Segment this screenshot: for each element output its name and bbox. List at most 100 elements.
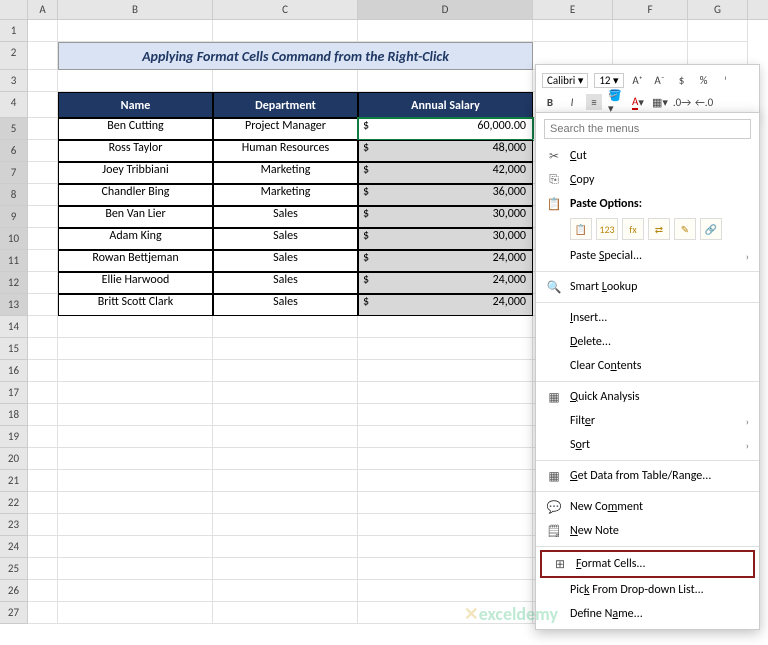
row-header[interactable]: 8 [0, 184, 28, 206]
dept-cell[interactable]: Sales [213, 272, 358, 294]
cell[interactable] [28, 558, 58, 580]
name-cell[interactable]: Ross Taylor [58, 140, 213, 162]
cell[interactable] [28, 162, 58, 184]
col-header-a[interactable]: A [28, 0, 58, 19]
salary-cell[interactable]: $24,000 [358, 250, 533, 272]
row-header[interactable]: 27 [0, 602, 28, 624]
paste-values-icon[interactable]: 123 [596, 218, 618, 240]
row-header[interactable]: 14 [0, 316, 28, 338]
salary-cell[interactable]: $24,000 [358, 272, 533, 294]
menu-delete[interactable]: Delete... [536, 330, 759, 354]
row-header[interactable]: 5 [0, 118, 28, 140]
cell[interactable] [58, 316, 213, 338]
name-cell[interactable]: Britt Scott Clark [58, 294, 213, 316]
row-header[interactable]: 9 [0, 206, 28, 228]
menu-quick-analysis[interactable]: ▦ Quick Analysis [536, 385, 759, 409]
row-header[interactable]: 7 [0, 162, 28, 184]
col-header-e[interactable]: E [533, 0, 613, 19]
row-header[interactable]: 22 [0, 492, 28, 514]
menu-copy[interactable]: ⎘ Copy [536, 168, 759, 192]
cell[interactable] [533, 20, 613, 42]
row-header[interactable]: 1 [0, 20, 28, 42]
row-header[interactable]: 21 [0, 470, 28, 492]
cell[interactable] [213, 20, 358, 42]
cell[interactable] [213, 382, 358, 404]
cell[interactable] [358, 448, 533, 470]
cell[interactable] [58, 360, 213, 382]
dept-cell[interactable]: Project Manager [213, 118, 358, 140]
cell[interactable] [28, 448, 58, 470]
row-header[interactable]: 19 [0, 426, 28, 448]
cell[interactable] [58, 580, 213, 602]
row-header[interactable]: 18 [0, 404, 28, 426]
decimal-inc-icon[interactable]: .0→ [674, 94, 690, 110]
paste-formatting-icon[interactable]: ✎ [674, 218, 696, 240]
col-header-c[interactable]: C [213, 0, 358, 19]
cell[interactable] [358, 316, 533, 338]
dept-cell[interactable]: Sales [213, 294, 358, 316]
border-icon[interactable]: ▦▾ [652, 94, 668, 110]
cell[interactable] [28, 140, 58, 162]
cell[interactable] [213, 514, 358, 536]
increase-font-icon[interactable]: A⁺ [630, 72, 646, 88]
cell[interactable] [358, 404, 533, 426]
cell[interactable] [28, 70, 58, 92]
cell[interactable] [58, 382, 213, 404]
menu-get-data[interactable]: ▦ Get Data from Table/Range... [536, 464, 759, 488]
menu-new-note[interactable]: 🗒 New Note [536, 519, 759, 543]
bold-icon[interactable]: B [542, 94, 558, 110]
cell[interactable] [358, 338, 533, 360]
salary-cell[interactable]: $60,000.00 [358, 118, 533, 140]
menu-smart-lookup[interactable]: 🔍 Smart Lookup [536, 275, 759, 299]
dept-cell[interactable]: Marketing [213, 184, 358, 206]
col-header-b[interactable]: B [58, 0, 213, 19]
cell[interactable] [213, 558, 358, 580]
name-cell[interactable]: Rowan Bettjeman [58, 250, 213, 272]
row-header[interactable]: 17 [0, 382, 28, 404]
font-color-icon[interactable]: A▾ [630, 94, 646, 110]
cell[interactable] [28, 470, 58, 492]
paste-formula-icon[interactable]: fx [622, 218, 644, 240]
paste-transpose-icon[interactable]: ⇄ [648, 218, 670, 240]
cell[interactable] [28, 206, 58, 228]
salary-cell[interactable]: $48,000 [358, 140, 533, 162]
row-header[interactable]: 6 [0, 140, 28, 162]
cell[interactable] [28, 228, 58, 250]
cell[interactable] [58, 492, 213, 514]
currency-icon[interactable]: $ [674, 72, 690, 88]
cell[interactable] [358, 382, 533, 404]
cell[interactable] [358, 20, 533, 42]
cell[interactable] [28, 42, 58, 70]
row-header[interactable]: 15 [0, 338, 28, 360]
name-cell[interactable]: Ben Van Lier [58, 206, 213, 228]
cell[interactable] [28, 184, 58, 206]
name-cell[interactable]: Ellie Harwood [58, 272, 213, 294]
cell[interactable] [28, 250, 58, 272]
cell[interactable] [28, 272, 58, 294]
align-icon[interactable]: ≡ [586, 94, 602, 110]
cell[interactable] [58, 602, 213, 624]
row-header[interactable]: 24 [0, 536, 28, 558]
cell[interactable] [58, 448, 213, 470]
menu-paste-special[interactable]: Paste Special... › [536, 244, 759, 268]
cell[interactable] [213, 70, 358, 92]
cell[interactable] [28, 118, 58, 140]
paste-normal-icon[interactable]: 📋 [570, 218, 592, 240]
cell[interactable] [58, 536, 213, 558]
percent-icon[interactable]: % [696, 72, 712, 88]
menu-search-input[interactable] [544, 119, 751, 139]
fill-color-icon[interactable]: 🪣▾ [608, 94, 624, 110]
table-header[interactable]: Annual Salary [358, 92, 533, 118]
cell[interactable] [58, 20, 213, 42]
italic-icon[interactable]: I [564, 94, 580, 110]
table-header[interactable]: Name [58, 92, 213, 118]
decrease-font-icon[interactable]: A⁻ [652, 72, 668, 88]
name-cell[interactable]: Joey Tribbiani [58, 162, 213, 184]
cell[interactable] [28, 536, 58, 558]
name-cell[interactable]: Chandler Bing [58, 184, 213, 206]
dept-cell[interactable]: Sales [213, 206, 358, 228]
cell[interactable] [358, 558, 533, 580]
cell[interactable] [28, 404, 58, 426]
title-cell[interactable]: Applying Format Cells Command from the R… [58, 42, 533, 70]
salary-cell[interactable]: $42,000 [358, 162, 533, 184]
